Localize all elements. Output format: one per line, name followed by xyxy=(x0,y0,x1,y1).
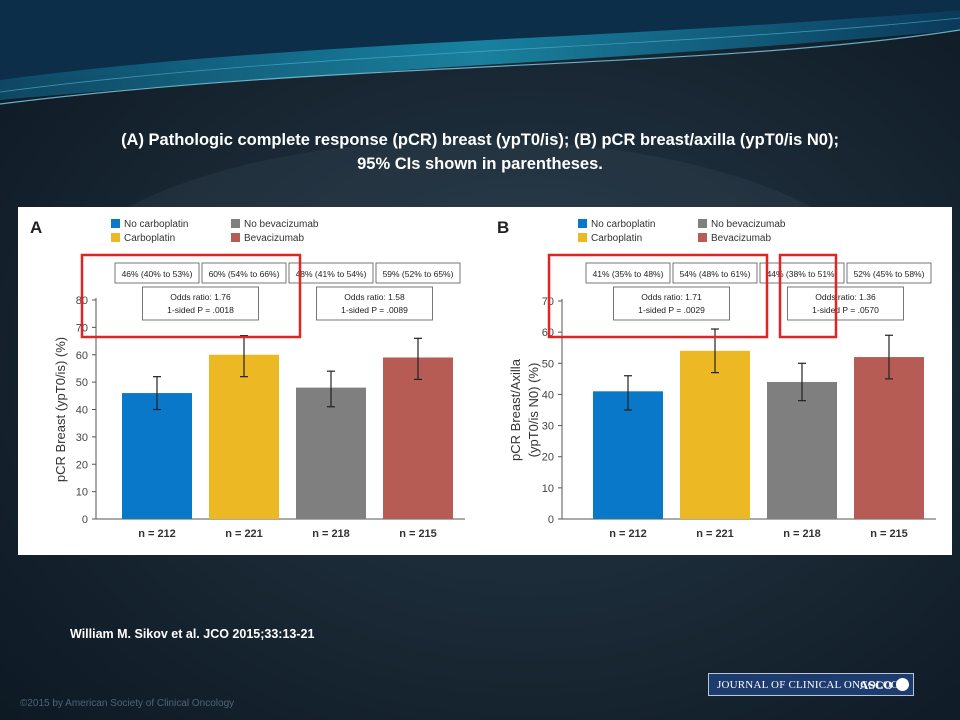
ci-label: 59% (52% to 65%) xyxy=(383,269,454,279)
y-tick-label: 50 xyxy=(76,377,88,389)
x-tick-label: n = 218 xyxy=(783,528,821,540)
legend-label: Bevacizumab xyxy=(711,233,771,244)
panel-a: A No carboplatin No bevacizumab Carboplatin… xyxy=(30,218,465,540)
legend-swatch xyxy=(231,233,240,242)
x-tick-label: n = 212 xyxy=(138,528,176,540)
bar xyxy=(383,357,453,519)
ci-label: 52% (45% to 58%) xyxy=(854,269,925,279)
y-axis-label-line1: pCR Breast/Axilla xyxy=(508,358,523,461)
ci-box xyxy=(585,262,671,284)
bar xyxy=(593,391,663,519)
slide-title-line1: (A) Pathologic complete response (pCR) b… xyxy=(121,131,839,149)
legend-label: Carboplatin xyxy=(124,233,175,244)
y-tick-label: 30 xyxy=(542,421,554,433)
y-tick-label: 0 xyxy=(82,514,88,526)
ci-label: 54% (48% to 61%) xyxy=(680,269,751,279)
bar xyxy=(296,387,366,519)
legend-swatch xyxy=(578,233,587,242)
legend-swatch xyxy=(698,219,707,228)
ci-label: 44% (38% to 51%) xyxy=(767,269,838,279)
legend-label: No carboplatin xyxy=(591,219,655,230)
odds-ratio-label: Odds ratio: 1.76 xyxy=(170,292,231,302)
y-tick-label: 0 xyxy=(548,514,554,526)
odds-box xyxy=(142,286,259,321)
legend-swatch xyxy=(231,219,240,228)
jco-asco-logo: JOURNAL OF CLINICAL ONCOLOGY ASCO xyxy=(708,673,914,696)
highlight-box-left xyxy=(547,253,769,339)
x-tick-label: n = 218 xyxy=(312,528,350,540)
bar xyxy=(767,381,837,519)
ci-label: 41% (35% to 48%) xyxy=(593,269,664,279)
y-tick-label: 40 xyxy=(76,405,88,417)
y-tick-label: 40 xyxy=(542,389,554,401)
logo-text: JOURNAL OF CLINICAL ONCOLOGY xyxy=(717,679,908,691)
x-tick-label: n = 221 xyxy=(696,528,734,540)
legend-swatch xyxy=(111,219,120,228)
y-tick-label: 20 xyxy=(76,459,88,471)
p-value-label: 1-sided P = .0018 xyxy=(167,305,234,315)
chart-figure: A No carboplatin No bevacizumab Carboplatin… xyxy=(30,218,936,540)
citation: William M. Sikov et al. JCO 2015;33:13-2… xyxy=(70,627,315,641)
odds-ratio-label: Odds ratio: 1.71 xyxy=(641,292,702,302)
ci-box xyxy=(201,262,287,284)
ci-box xyxy=(288,262,374,284)
highlight-box-left xyxy=(80,253,302,339)
logo-seal-icon xyxy=(896,678,909,691)
ci-box xyxy=(375,262,461,284)
y-axis-label: pCR Breast (ypT0/is) (%) xyxy=(53,337,68,482)
p-value-label: 1-sided P = .0029 xyxy=(638,305,705,315)
x-tick-label: n = 212 xyxy=(609,528,647,540)
bar xyxy=(209,354,279,519)
x-tick-label: n = 215 xyxy=(870,528,908,540)
slide-title: (A) Pathologic complete response (pCR) b… xyxy=(20,128,940,176)
legend-swatch xyxy=(578,219,587,228)
ci-box xyxy=(846,262,932,284)
panel-label: B xyxy=(497,218,509,237)
legend-label: No carboplatin xyxy=(124,219,188,230)
legend-label: Bevacizumab xyxy=(244,233,304,244)
bar xyxy=(854,357,924,519)
ci-box xyxy=(672,262,758,284)
ci-label: 48% (41% to 54%) xyxy=(296,269,367,279)
y-tick-label: 60 xyxy=(76,350,88,362)
ci-label: 46% (40% to 53%) xyxy=(122,269,193,279)
odds-box xyxy=(613,286,730,321)
p-value-label: 1-sided P = .0570 xyxy=(812,305,879,315)
odds-ratio-label: Odds ratio: 1.36 xyxy=(815,292,876,302)
odds-box xyxy=(787,286,904,321)
figure-panel: A No carboplatin No bevacizumab Carboplatin… xyxy=(18,207,952,555)
y-tick-label: 50 xyxy=(542,358,554,370)
legend-label: Carboplatin xyxy=(591,233,642,244)
x-tick-label: n = 221 xyxy=(225,528,263,540)
y-tick-label: 10 xyxy=(76,487,88,499)
legend-label: No bevacizumab xyxy=(711,219,786,230)
p-value-label: 1-sided P = .0089 xyxy=(341,305,408,315)
copyright: ©2015 by American Society of Clinical On… xyxy=(20,698,235,709)
logo-asco: ASCO xyxy=(859,678,893,692)
x-tick-label: n = 215 xyxy=(399,528,437,540)
y-tick-label: 30 xyxy=(76,432,88,444)
odds-ratio-label: Odds ratio: 1.58 xyxy=(344,292,405,302)
legend-swatch xyxy=(111,233,120,242)
panel-b: B No carboplatin No bevacizumab Carboplatin… xyxy=(497,218,936,540)
panel-label: A xyxy=(30,218,42,237)
odds-box xyxy=(316,286,433,321)
bar xyxy=(122,393,192,519)
highlight-box-right xyxy=(778,253,838,339)
y-tick-label: 20 xyxy=(542,452,554,464)
legend-label: No bevacizumab xyxy=(244,219,319,230)
y-axis-label-line2: (ypT0/is N0) (%) xyxy=(526,363,541,458)
ci-box xyxy=(114,262,200,284)
slide-title-line2: 95% CIs shown in parentheses. xyxy=(357,155,603,173)
legend-swatch xyxy=(698,233,707,242)
bar xyxy=(680,350,750,519)
ci-label: 60% (54% to 66%) xyxy=(209,269,280,279)
y-tick-label: 10 xyxy=(542,483,554,495)
